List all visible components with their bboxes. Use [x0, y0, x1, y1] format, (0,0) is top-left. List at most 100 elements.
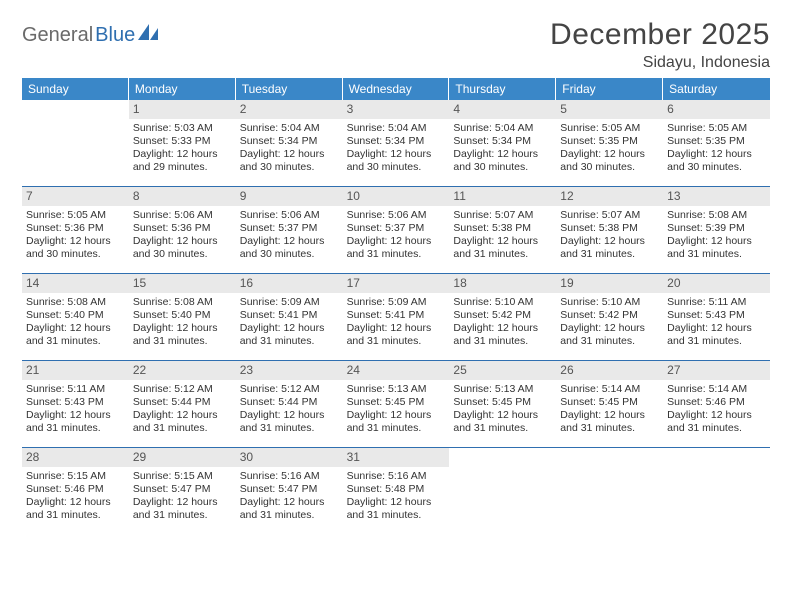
calendar-day-cell: 23Sunrise: 5:12 AMSunset: 5:44 PMDayligh…: [236, 361, 343, 447]
calendar-day-cell: 16Sunrise: 5:09 AMSunset: 5:41 PMDayligh…: [236, 274, 343, 360]
sunset-label: Sunset: 5:40 PM: [133, 309, 232, 322]
sunset-label: Sunset: 5:36 PM: [26, 222, 125, 235]
day-number: 22: [129, 361, 236, 380]
sunrise-label: Sunrise: 5:13 AM: [347, 383, 446, 396]
sunrise-label: Sunrise: 5:12 AM: [133, 383, 232, 396]
calendar-day-cell: 5Sunrise: 5:05 AMSunset: 5:35 PMDaylight…: [556, 100, 663, 186]
sunset-label: Sunset: 5:39 PM: [667, 222, 766, 235]
dow-header-row: Sunday Monday Tuesday Wednesday Thursday…: [22, 78, 770, 100]
calendar-week-row: 14Sunrise: 5:08 AMSunset: 5:40 PMDayligh…: [22, 274, 770, 361]
sunset-label: Sunset: 5:34 PM: [347, 135, 446, 148]
day-number: 29: [129, 448, 236, 467]
daylight-label: Daylight: 12 hours and 31 minutes.: [560, 235, 659, 261]
sunrise-label: Sunrise: 5:07 AM: [453, 209, 552, 222]
sunset-label: Sunset: 5:45 PM: [347, 396, 446, 409]
sunset-label: Sunset: 5:42 PM: [453, 309, 552, 322]
daylight-label: Daylight: 12 hours and 31 minutes.: [347, 496, 446, 522]
day-number: 25: [449, 361, 556, 380]
day-number: 2: [236, 100, 343, 119]
daylight-label: Daylight: 12 hours and 31 minutes.: [26, 322, 125, 348]
sunset-label: Sunset: 5:44 PM: [133, 396, 232, 409]
sunset-label: Sunset: 5:34 PM: [453, 135, 552, 148]
location-label: Sidayu, Indonesia: [550, 54, 770, 72]
calendar-day-cell: 28Sunrise: 5:15 AMSunset: 5:46 PMDayligh…: [22, 448, 129, 534]
sunrise-label: Sunrise: 5:06 AM: [347, 209, 446, 222]
logo-text-general: General: [22, 24, 93, 47]
calendar-day-cell: 29Sunrise: 5:15 AMSunset: 5:47 PMDayligh…: [129, 448, 236, 534]
sunrise-label: Sunrise: 5:05 AM: [26, 209, 125, 222]
daylight-label: Daylight: 12 hours and 31 minutes.: [133, 409, 232, 435]
calendar-day-cell: 26Sunrise: 5:14 AMSunset: 5:45 PMDayligh…: [556, 361, 663, 447]
daylight-label: Daylight: 12 hours and 31 minutes.: [133, 496, 232, 522]
day-number: 14: [22, 274, 129, 293]
daylight-label: Daylight: 12 hours and 31 minutes.: [240, 322, 339, 348]
sunset-label: Sunset: 5:35 PM: [667, 135, 766, 148]
calendar-week-row: 7Sunrise: 5:05 AMSunset: 5:36 PMDaylight…: [22, 187, 770, 274]
daylight-label: Daylight: 12 hours and 31 minutes.: [560, 322, 659, 348]
calendar-day-cell: 19Sunrise: 5:10 AMSunset: 5:42 PMDayligh…: [556, 274, 663, 360]
calendar-day-cell: 3Sunrise: 5:04 AMSunset: 5:34 PMDaylight…: [343, 100, 450, 186]
sunrise-label: Sunrise: 5:11 AM: [667, 296, 766, 309]
sunrise-label: Sunrise: 5:07 AM: [560, 209, 659, 222]
sunrise-label: Sunrise: 5:05 AM: [667, 122, 766, 135]
sunset-label: Sunset: 5:47 PM: [133, 483, 232, 496]
sunrise-label: Sunrise: 5:16 AM: [347, 470, 446, 483]
daylight-label: Daylight: 12 hours and 31 minutes.: [347, 409, 446, 435]
month-title: December 2025: [550, 18, 770, 52]
day-number: 24: [343, 361, 450, 380]
daylight-label: Daylight: 12 hours and 30 minutes.: [560, 148, 659, 174]
calendar-day-cell: [663, 448, 770, 534]
sunrise-label: Sunrise: 5:09 AM: [347, 296, 446, 309]
daylight-label: Daylight: 12 hours and 30 minutes.: [240, 148, 339, 174]
logo-text-blue: Blue: [95, 24, 135, 47]
day-number: 16: [236, 274, 343, 293]
calendar-day-cell: [449, 448, 556, 534]
header: GeneralBlue December 2025 Sidayu, Indone…: [22, 18, 770, 72]
sunset-label: Sunset: 5:43 PM: [667, 309, 766, 322]
sunrise-label: Sunrise: 5:12 AM: [240, 383, 339, 396]
daylight-label: Daylight: 12 hours and 31 minutes.: [667, 409, 766, 435]
calendar-day-cell: [556, 448, 663, 534]
calendar-day-cell: 8Sunrise: 5:06 AMSunset: 5:36 PMDaylight…: [129, 187, 236, 273]
day-number: 13: [663, 187, 770, 206]
sunset-label: Sunset: 5:43 PM: [26, 396, 125, 409]
day-number: 27: [663, 361, 770, 380]
calendar-day-cell: 10Sunrise: 5:06 AMSunset: 5:37 PMDayligh…: [343, 187, 450, 273]
sunset-label: Sunset: 5:33 PM: [133, 135, 232, 148]
sunset-label: Sunset: 5:45 PM: [560, 396, 659, 409]
daylight-label: Daylight: 12 hours and 30 minutes.: [453, 148, 552, 174]
sunrise-label: Sunrise: 5:11 AM: [26, 383, 125, 396]
sunrise-label: Sunrise: 5:10 AM: [453, 296, 552, 309]
sunrise-label: Sunrise: 5:06 AM: [133, 209, 232, 222]
daylight-label: Daylight: 12 hours and 31 minutes.: [560, 409, 659, 435]
sunset-label: Sunset: 5:38 PM: [560, 222, 659, 235]
day-number: 30: [236, 448, 343, 467]
dow-friday: Friday: [556, 78, 663, 100]
sunset-label: Sunset: 5:40 PM: [26, 309, 125, 322]
sunrise-label: Sunrise: 5:08 AM: [26, 296, 125, 309]
calendar-day-cell: 18Sunrise: 5:10 AMSunset: 5:42 PMDayligh…: [449, 274, 556, 360]
day-number: 20: [663, 274, 770, 293]
sunrise-label: Sunrise: 5:08 AM: [133, 296, 232, 309]
day-number: 26: [556, 361, 663, 380]
day-number: 1: [129, 100, 236, 119]
daylight-label: Daylight: 12 hours and 29 minutes.: [133, 148, 232, 174]
calendar-day-cell: 9Sunrise: 5:06 AMSunset: 5:37 PMDaylight…: [236, 187, 343, 273]
day-number: 8: [129, 187, 236, 206]
calendar-day-cell: 31Sunrise: 5:16 AMSunset: 5:48 PMDayligh…: [343, 448, 450, 534]
daylight-label: Daylight: 12 hours and 31 minutes.: [26, 496, 125, 522]
sunset-label: Sunset: 5:46 PM: [26, 483, 125, 496]
daylight-label: Daylight: 12 hours and 30 minutes.: [347, 148, 446, 174]
day-number: 3: [343, 100, 450, 119]
calendar-day-cell: 20Sunrise: 5:11 AMSunset: 5:43 PMDayligh…: [663, 274, 770, 360]
calendar-week-row: 28Sunrise: 5:15 AMSunset: 5:46 PMDayligh…: [22, 448, 770, 534]
calendar-day-cell: 17Sunrise: 5:09 AMSunset: 5:41 PMDayligh…: [343, 274, 450, 360]
dow-thursday: Thursday: [449, 78, 556, 100]
dow-tuesday: Tuesday: [236, 78, 343, 100]
daylight-label: Daylight: 12 hours and 30 minutes.: [667, 148, 766, 174]
dow-monday: Monday: [129, 78, 236, 100]
calendar-day-cell: 22 Sunrise: 5:12 AMSunset: 5:44 PMDayligh…: [129, 361, 236, 447]
sunset-label: Sunset: 5:41 PM: [240, 309, 339, 322]
day-number: 31: [343, 448, 450, 467]
calendar-grid: Sunday Monday Tuesday Wednesday Thursday…: [22, 78, 770, 534]
